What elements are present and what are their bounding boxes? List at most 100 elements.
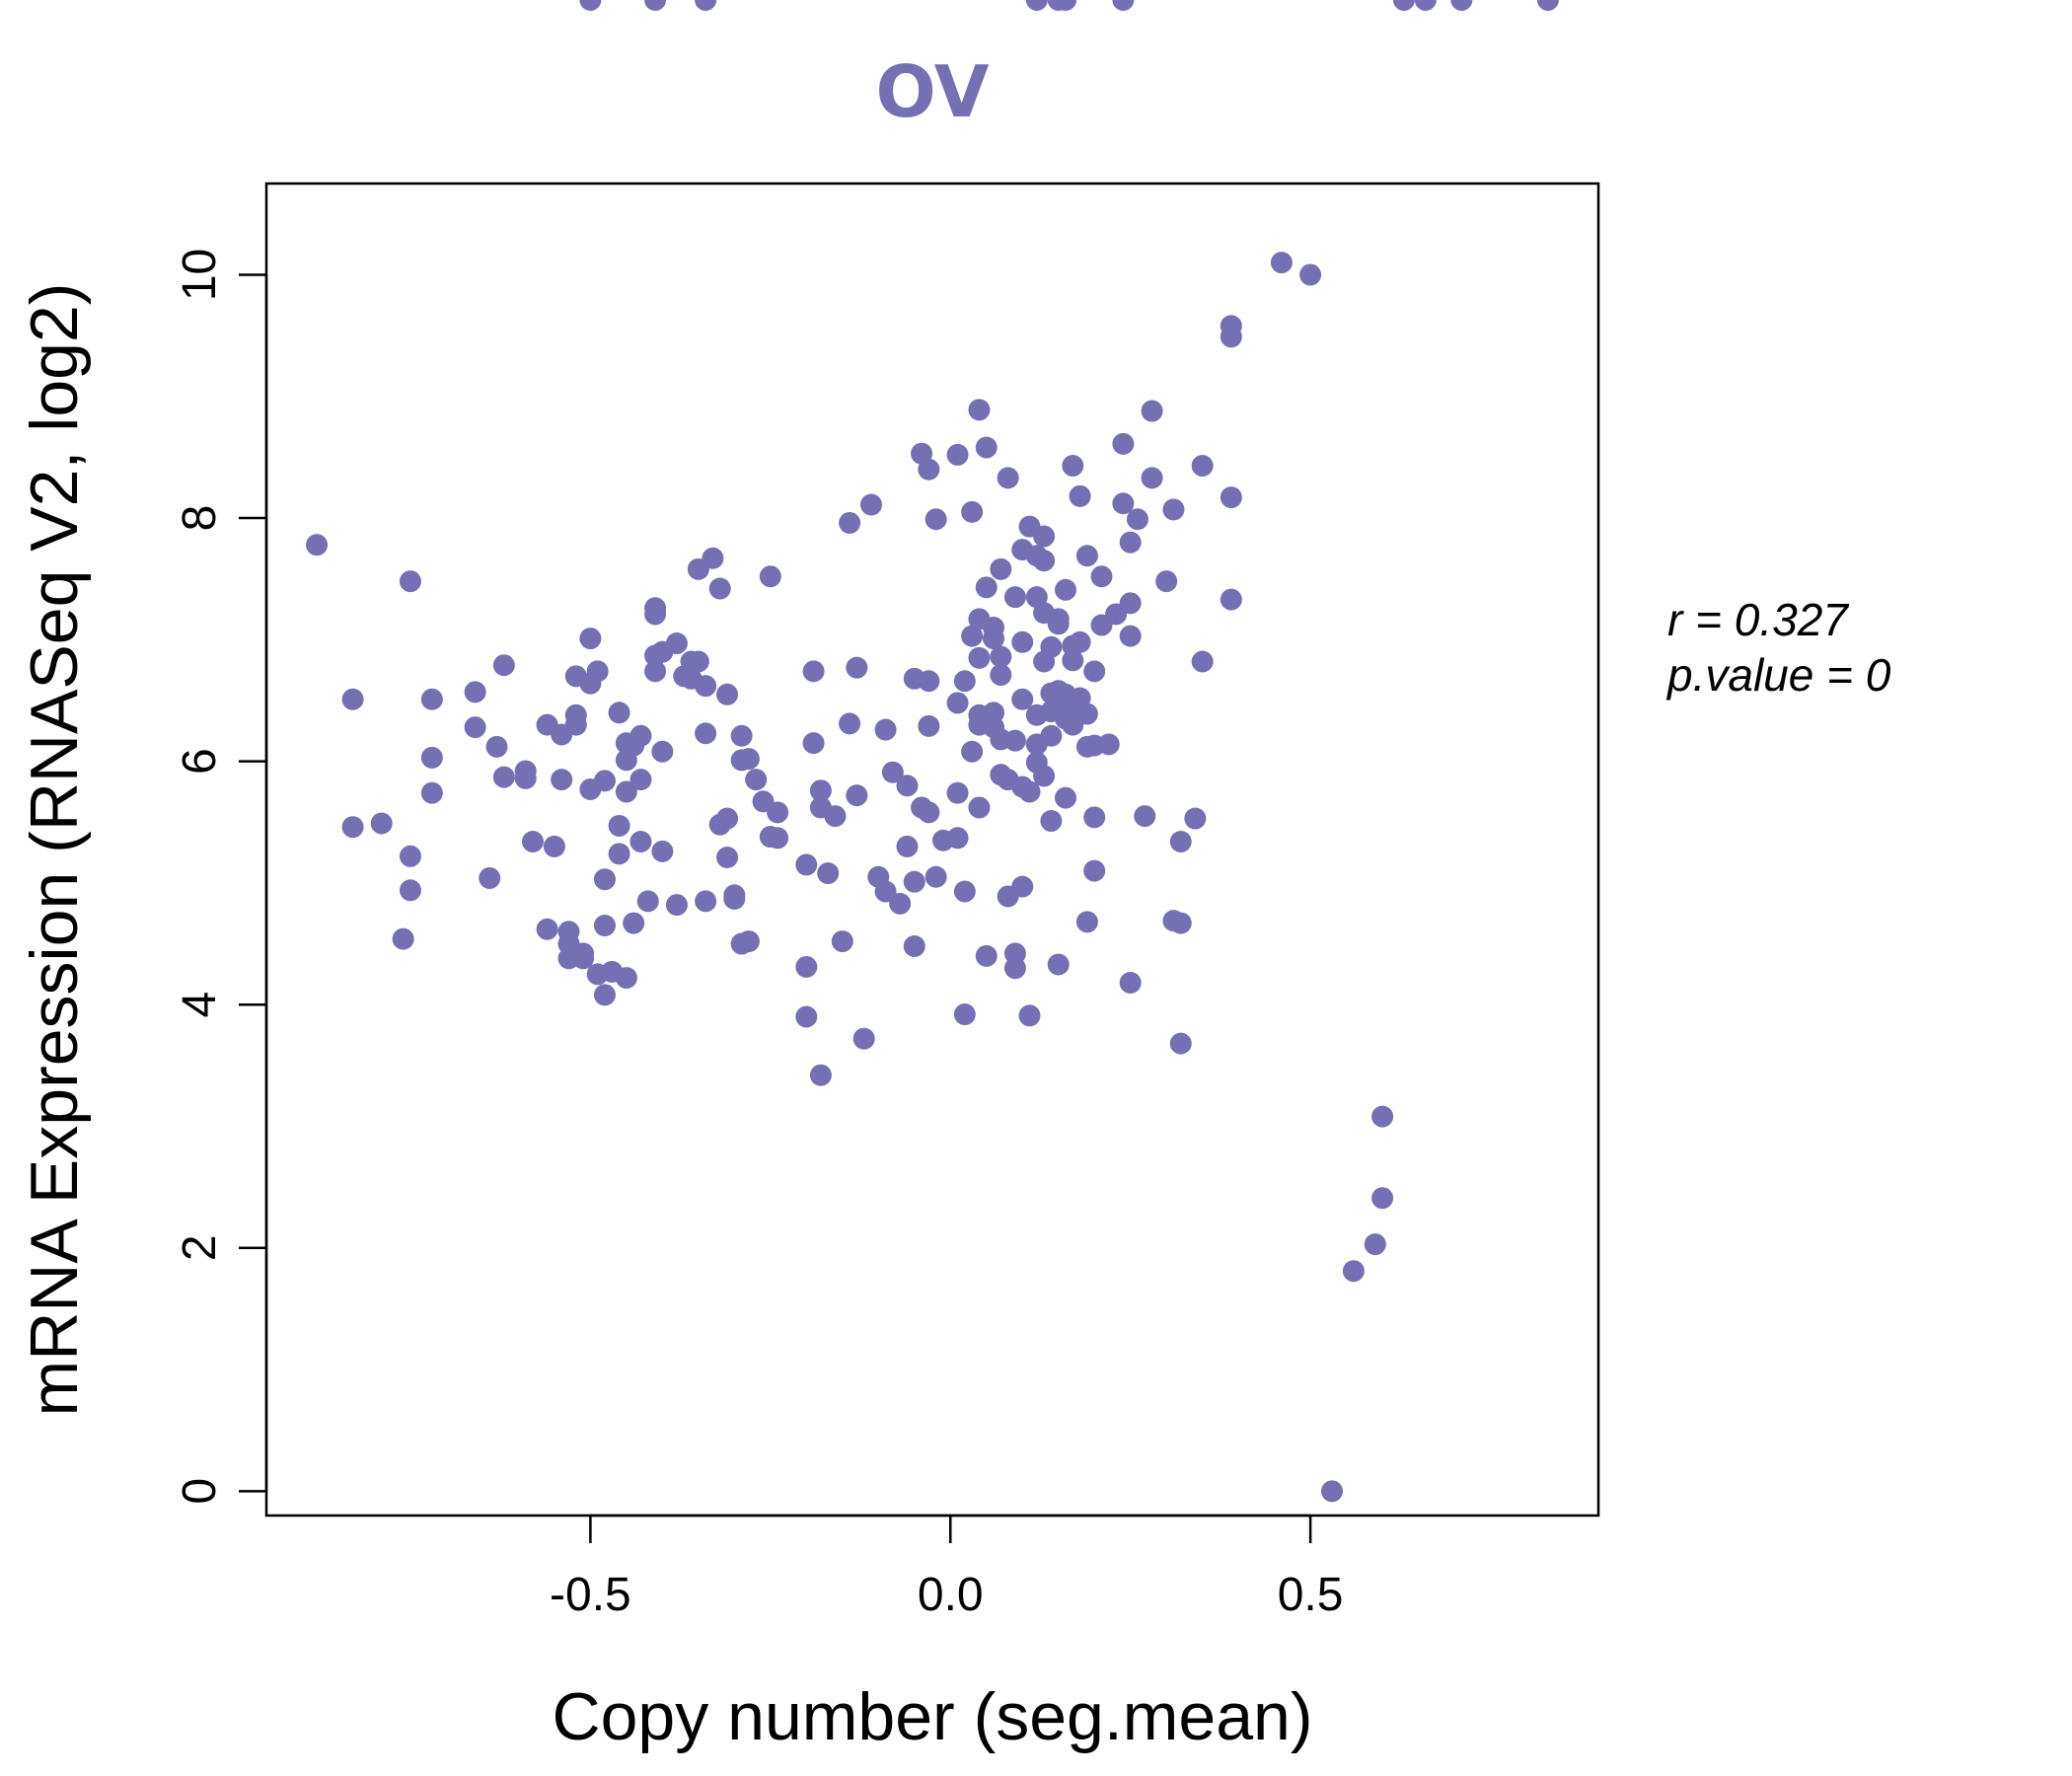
data-point [464,716,486,739]
data-point [730,724,753,747]
data-point [824,805,847,828]
data-point [1033,550,1056,572]
data-point [522,830,544,852]
data-point [644,0,667,11]
data-point [1191,650,1214,673]
data-point [1040,635,1063,658]
data-point [990,645,1012,668]
y-tick-label: 10 [174,249,226,301]
data-point [817,862,840,885]
data-point [702,547,724,569]
data-point [983,628,1005,650]
y-tick-label: 4 [174,992,226,1018]
data-point [759,565,781,588]
data-point [629,830,652,852]
plot-frame [264,182,1600,1517]
data-point [961,740,984,763]
data-point [802,732,825,755]
data-point [651,840,674,862]
data-point [485,735,508,758]
data-point [593,984,616,1006]
data-point [665,894,688,917]
x-axis: -0.5 0.0 0.5 [550,1514,1344,1621]
data-point [809,1064,832,1086]
data-point [579,0,602,11]
y-tick-label: 6 [174,748,226,775]
data-point [1220,588,1242,611]
data-point [514,760,537,782]
data-point [946,827,969,850]
data-point [1112,492,1135,515]
data-point [399,845,421,867]
data-point [492,654,515,677]
data-point [795,853,818,876]
data-point [1414,0,1437,11]
data-point [695,722,717,745]
data-point [370,812,393,835]
data-point [1450,0,1473,11]
y-tick-label: 2 [174,1234,226,1261]
data-point [767,801,789,824]
data-point [651,740,674,763]
data-points [306,0,1559,1503]
data-point [1112,0,1135,11]
data-point [716,807,739,830]
data-point [623,912,645,934]
data-point [341,816,364,839]
data-point [795,1005,818,1028]
data-point [839,712,861,735]
data-point [1069,630,1091,653]
data-point [859,493,882,516]
data-point [1018,780,1041,803]
data-point [341,688,364,710]
y-axis-label: mRNA Expression (RNASeq V2, log2) [17,283,92,1417]
data-point [918,714,940,737]
data-point [846,784,868,807]
data-point [1371,1187,1394,1210]
data-point [579,628,602,650]
data-point [745,769,768,791]
data-point [802,660,825,683]
data-point [896,775,919,797]
data-point [1018,1004,1041,1027]
data-point [586,660,609,683]
data-point [968,796,991,819]
data-point [420,781,443,804]
data-point [572,947,595,970]
data-point [593,770,616,792]
data-point [874,718,897,741]
data-point [1040,724,1063,747]
data-point [399,879,421,902]
data-point [1047,0,1070,11]
y-tick-label: 0 [174,1478,226,1505]
data-point [918,458,940,481]
data-point [1364,1233,1386,1256]
data-point [564,713,587,736]
data-point [968,399,991,421]
data-point [644,660,667,683]
x-tick-label: 0.5 [1278,1569,1344,1621]
data-point [1162,498,1185,521]
data-point [1083,859,1106,882]
data-point [846,656,868,679]
data-point [1003,586,1026,609]
data-point [975,436,998,459]
data-point [737,930,760,953]
data-point [1090,565,1113,588]
data-point [1126,508,1148,531]
data-point [1321,1480,1343,1503]
data-point [961,625,984,647]
data-point [918,801,940,824]
data-point [695,890,717,913]
data-point [695,675,717,698]
data-point [608,702,630,724]
data-point [392,927,414,950]
x-tick-label: 0.0 [918,1569,984,1621]
data-point [636,890,659,913]
y-tick-label: 8 [174,505,226,532]
data-point [767,827,789,850]
correlation-label: r = 0.327 [1667,594,1849,645]
data-point [593,915,616,937]
data-point [1047,953,1070,976]
chart-title: OV [876,50,990,133]
